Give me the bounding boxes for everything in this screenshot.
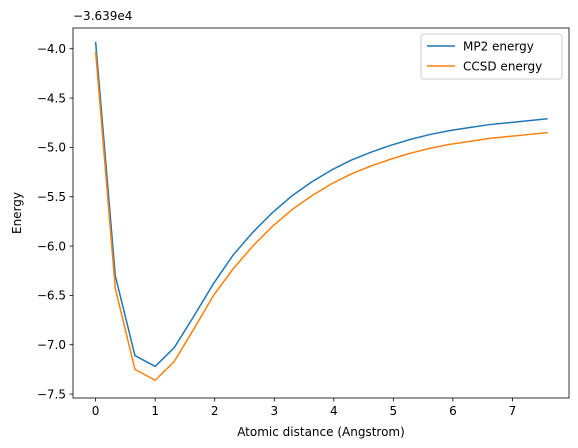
y-tick-label: −5.0 bbox=[37, 141, 66, 155]
legend-label-mp2: MP2 energy bbox=[463, 39, 534, 53]
y-tick-label: −7.5 bbox=[37, 387, 66, 401]
y-axis-label: Energy bbox=[10, 192, 24, 234]
y-axis-offset-text: −3.639e4 bbox=[73, 9, 132, 23]
y-tick-label: −6.5 bbox=[37, 289, 66, 303]
y-tick-label: −6.0 bbox=[37, 239, 66, 253]
x-tick-label: 2 bbox=[211, 404, 219, 418]
x-tick-label: 7 bbox=[509, 404, 517, 418]
x-tick-label: 4 bbox=[330, 404, 338, 418]
legend-label-ccsd: CCSD energy bbox=[463, 59, 542, 73]
x-tick-label: 3 bbox=[270, 404, 278, 418]
y-tick-label: −4.0 bbox=[37, 42, 66, 56]
x-tick-label: 6 bbox=[449, 404, 457, 418]
y-tick-label: −4.5 bbox=[37, 91, 66, 105]
x-tick-label: 5 bbox=[390, 404, 398, 418]
x-tick-label: 0 bbox=[92, 404, 100, 418]
legend: MP2 energy CCSD energy bbox=[421, 34, 562, 79]
x-axis-label: Atomic distance (Angstrom) bbox=[237, 425, 405, 439]
plot-area bbox=[73, 28, 569, 398]
y-tick-label: −7.0 bbox=[37, 338, 66, 352]
x-tick-label: 1 bbox=[151, 404, 159, 418]
y-tick-label: −5.5 bbox=[37, 190, 66, 204]
